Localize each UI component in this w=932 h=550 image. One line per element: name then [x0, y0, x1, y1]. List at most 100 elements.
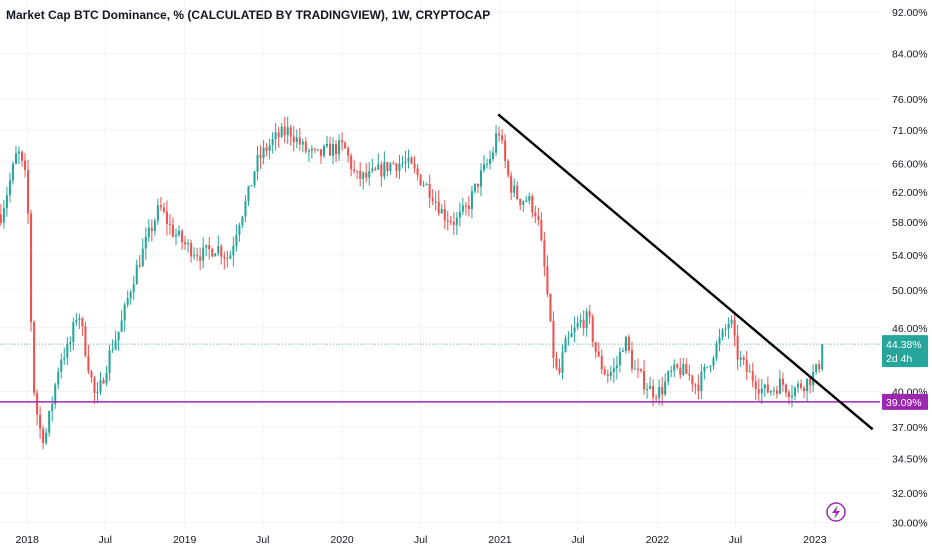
candle-body	[341, 140, 344, 143]
candle-body	[111, 349, 114, 351]
candle-body	[449, 221, 452, 223]
candle-body	[570, 332, 573, 337]
lightning-alert-icon[interactable]	[826, 502, 846, 522]
candle-body	[298, 137, 301, 145]
candle-body	[23, 160, 27, 170]
candle-body	[706, 366, 709, 368]
candle-body	[630, 350, 633, 369]
x-axis-tick-label: Jul	[571, 534, 584, 546]
candle-body	[359, 171, 362, 179]
candle-body	[525, 200, 528, 202]
candle-body	[380, 164, 383, 177]
candle-body	[33, 322, 36, 393]
candle-body	[585, 311, 588, 329]
candle-body	[304, 141, 307, 152]
candle-body	[39, 414, 42, 429]
x-axis-tick-label: Jul	[256, 534, 269, 546]
candle-body	[328, 143, 332, 156]
candle-body	[17, 151, 21, 154]
candle-body	[286, 127, 289, 136]
candle-body	[534, 212, 537, 217]
candle-body	[344, 142, 347, 149]
candle-body	[576, 322, 579, 328]
candle-body	[211, 249, 214, 257]
candle-body	[787, 392, 791, 397]
candle-body	[815, 364, 818, 373]
candle-body	[790, 395, 794, 397]
candle-body	[75, 319, 78, 323]
candle-body	[492, 152, 495, 159]
candle-body	[416, 168, 419, 175]
candle-body	[108, 350, 111, 373]
candle-body	[105, 372, 108, 384]
x-axis-tick-label: 2018	[15, 534, 39, 546]
candle-body	[513, 185, 516, 193]
candle-body	[467, 205, 470, 210]
candle-body	[778, 378, 781, 394]
candle-body	[410, 157, 413, 164]
candle-body	[322, 146, 325, 156]
candle-body	[540, 219, 543, 241]
candle-body	[612, 368, 615, 372]
candle-body	[543, 240, 546, 267]
y-axis-tick-label: 76.00%	[892, 94, 928, 106]
candle-body	[404, 161, 407, 164]
candle-body	[69, 342, 72, 345]
candle-body	[479, 170, 483, 187]
candle-body	[190, 243, 193, 257]
candle-body	[697, 384, 700, 392]
candle-body	[268, 145, 271, 151]
candle-body	[144, 237, 147, 249]
candle-body	[615, 365, 618, 369]
candle-body	[196, 255, 199, 257]
candle-body	[679, 367, 682, 376]
candle-body	[57, 371, 60, 385]
x-axis-tick-label: 2020	[330, 534, 354, 546]
candle-body	[452, 222, 455, 226]
candle-body	[63, 357, 66, 360]
y-axis-tick-label: 30.00%	[892, 517, 928, 529]
chart-grid	[0, 0, 880, 530]
y-axis-tick-label: 37.00%	[892, 422, 928, 434]
candle-body	[8, 180, 11, 196]
candle-body	[244, 201, 247, 217]
candle-body	[156, 205, 159, 221]
candle-body	[90, 371, 93, 378]
candle-body	[153, 220, 156, 232]
candle-body	[470, 191, 473, 210]
candle-body	[377, 164, 380, 170]
candle-body	[262, 147, 265, 158]
candle-body	[718, 337, 721, 344]
x-axis-tick-label: 2021	[488, 534, 512, 546]
candle-body	[48, 411, 51, 433]
candle-body	[102, 380, 105, 384]
candle-body	[537, 216, 540, 220]
candle-body	[703, 366, 706, 372]
candle-body	[60, 359, 63, 372]
chart-axes: 92.00% 84.00% 76.00% 71.00% 66.00% 62.00% 58.0…	[15, 7, 928, 546]
candle-body	[431, 197, 434, 202]
candle-body	[793, 387, 797, 396]
candle-body	[45, 432, 48, 443]
candle-body	[715, 343, 718, 359]
candle-body	[383, 162, 386, 177]
candle-body	[594, 342, 597, 352]
candle-body	[546, 266, 549, 294]
candle-body	[621, 350, 624, 352]
candle-body	[721, 329, 724, 338]
candle-body	[670, 370, 673, 372]
candle-body	[806, 378, 809, 391]
candle-body	[461, 205, 464, 212]
candle-body	[193, 255, 196, 257]
candle-body	[709, 365, 712, 367]
candle-body	[265, 147, 268, 151]
candle-body	[0, 214, 2, 223]
candle-body	[87, 355, 90, 372]
candle-body	[440, 208, 443, 214]
candle-body	[516, 185, 519, 199]
candle-body	[730, 319, 733, 324]
candle-body	[772, 390, 775, 392]
candle-body	[374, 168, 377, 170]
candle-body	[392, 163, 395, 165]
